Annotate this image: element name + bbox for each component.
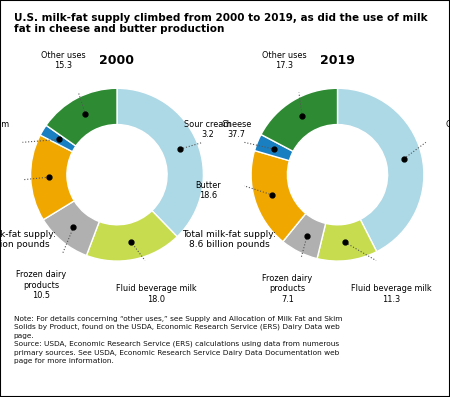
Wedge shape — [117, 88, 203, 237]
Text: Cheese
42.5: Cheese 42.5 — [445, 120, 450, 139]
Text: Butter
18.6: Butter 18.6 — [195, 181, 220, 200]
Wedge shape — [43, 201, 99, 256]
Wedge shape — [86, 211, 177, 261]
Wedge shape — [261, 88, 338, 151]
Text: Other uses
15.3: Other uses 15.3 — [41, 51, 86, 70]
Wedge shape — [251, 150, 306, 242]
Wedge shape — [31, 135, 74, 220]
Wedge shape — [338, 88, 424, 252]
Text: Total milk-fat supply:
6.2 billion pounds: Total milk-fat supply: 6.2 billion pound… — [0, 230, 56, 249]
Wedge shape — [46, 88, 117, 146]
Title: 2000: 2000 — [99, 54, 135, 67]
Wedge shape — [317, 219, 377, 261]
Text: Note: For details concerning “other uses,” see Supply and Allocation of Milk Fat: Note: For details concerning “other uses… — [14, 316, 342, 364]
Text: Total milk-fat supply:
8.6 billion pounds: Total milk-fat supply: 8.6 billion pound… — [183, 230, 276, 249]
Wedge shape — [255, 135, 293, 161]
Text: Frozen dairy
products
10.5: Frozen dairy products 10.5 — [16, 270, 66, 300]
Text: Frozen dairy
products
7.1: Frozen dairy products 7.1 — [262, 274, 312, 304]
Wedge shape — [40, 125, 76, 152]
Text: Fluid beverage milk
18.0: Fluid beverage milk 18.0 — [116, 284, 196, 304]
Text: Other uses
17.3: Other uses 17.3 — [261, 51, 306, 70]
Text: Cheese
37.7: Cheese 37.7 — [221, 120, 252, 139]
Text: Sour cream
3.2: Sour cream 3.2 — [184, 120, 231, 139]
Text: Sour cream
2.1: Sour cream 2.1 — [0, 120, 9, 139]
Text: U.S. milk-fat supply climbed from 2000 to 2019, as did the use of milk
fat in ch: U.S. milk-fat supply climbed from 2000 t… — [14, 13, 427, 34]
Text: Fluid beverage milk
11.3: Fluid beverage milk 11.3 — [351, 284, 432, 304]
Title: 2019: 2019 — [320, 54, 355, 67]
Wedge shape — [283, 214, 326, 258]
